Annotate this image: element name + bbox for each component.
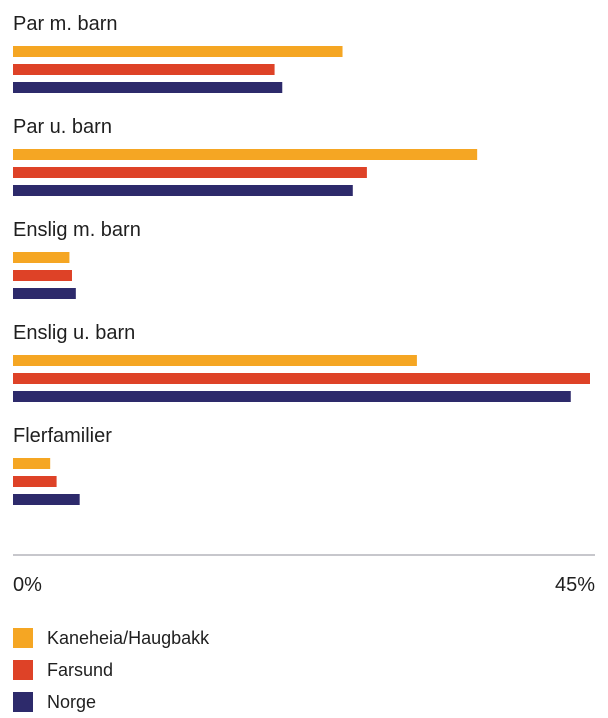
legend-label: Farsund	[47, 659, 114, 680]
category-label: Par u. barn	[13, 116, 112, 138]
bar	[13, 46, 343, 57]
bar	[13, 64, 275, 75]
bar	[13, 288, 76, 299]
bar	[13, 391, 571, 402]
bar	[13, 494, 80, 505]
legend-swatch	[13, 660, 33, 680]
bars	[13, 46, 590, 505]
bar	[13, 476, 57, 487]
bar	[13, 355, 417, 366]
legend-item-norge: Norge	[13, 686, 209, 718]
bar	[13, 458, 51, 469]
bar-chart: Par m. barn Par u. barn Enslig m. barn Ensl…	[13, 13, 595, 596]
legend-item-kaneheia: Kaneheia/Haugbakk	[13, 622, 209, 654]
category-label: Enslig m. barn	[13, 219, 141, 241]
legend: Kaneheia/Haugbakk Farsund Norge	[13, 622, 209, 718]
bar	[13, 167, 367, 178]
bar	[13, 185, 353, 196]
legend-swatch	[13, 692, 33, 712]
category-label: Enslig u. barn	[13, 322, 135, 344]
category-labels: Par m. barn Par u. barn Enslig m. barn Ensl…	[13, 13, 141, 447]
legend-label: Kaneheia/Haugbakk	[47, 627, 210, 648]
bar	[13, 149, 478, 160]
bar	[13, 82, 283, 93]
legend-label: Norge	[47, 691, 97, 712]
legend-swatch	[13, 628, 33, 648]
bar	[13, 270, 72, 281]
category-label: Flerfamilier	[13, 425, 112, 447]
category-label: Par m. barn	[13, 13, 117, 35]
x-tick-label-45: 45%	[555, 574, 595, 596]
x-tick-label-0: 0%	[13, 574, 42, 596]
legend-item-farsund: Farsund	[13, 654, 209, 686]
bar	[13, 252, 70, 263]
bar	[13, 373, 590, 384]
